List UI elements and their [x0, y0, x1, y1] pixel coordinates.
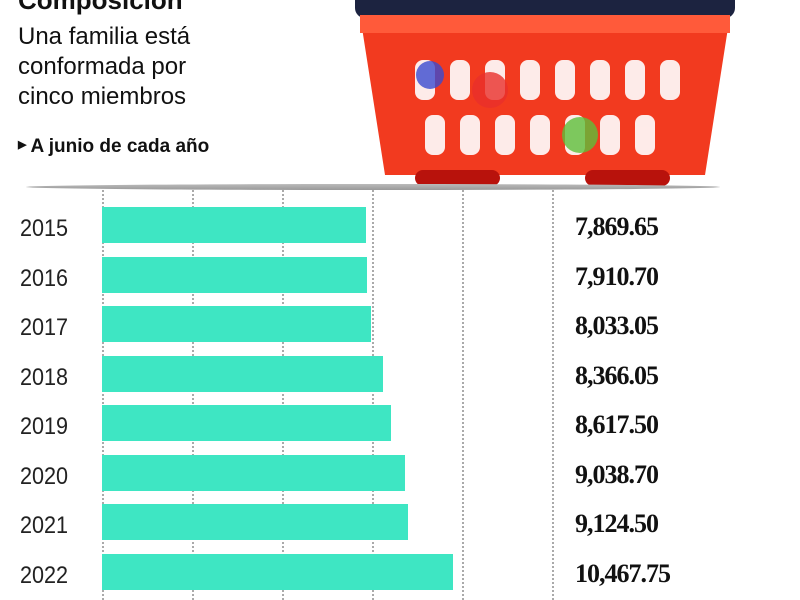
bar-2015: [102, 207, 366, 243]
category-label: 2022: [20, 561, 69, 589]
category-label: 2021: [20, 512, 69, 539]
bar-2018: [102, 355, 383, 392]
value-label: 8,033.05: [575, 311, 659, 340]
value-label: 9,124.50: [575, 509, 659, 538]
bar-2017: [102, 306, 372, 342]
value-label: 8,366.05: [575, 360, 659, 390]
gridline: [552, 190, 554, 600]
category-label: 2018: [20, 363, 69, 391]
bar-2019: [102, 405, 391, 441]
note-text: A junio de cada año: [30, 136, 210, 157]
bar-2016: [102, 256, 368, 293]
gridline: [102, 190, 104, 600]
category-label: 2016: [20, 264, 69, 292]
category-label: 2015: [20, 215, 69, 242]
chart-note: ▶ A junio de cada año: [18, 136, 209, 158]
category-label: 2019: [20, 413, 69, 440]
category-label: 2020: [20, 462, 69, 490]
value-label: 8,617.50: [575, 410, 659, 439]
triangle-icon: ▶: [18, 139, 27, 151]
gridline: [192, 190, 194, 600]
gridline: [462, 190, 464, 600]
axis-divider: [26, 184, 720, 190]
bar-2021: [102, 504, 408, 540]
value-label: 7,910.70: [575, 261, 659, 291]
bar-2022: [102, 553, 453, 590]
value-label: 10,467.75: [575, 558, 671, 588]
value-label: 9,038.70: [575, 459, 659, 489]
gridline: [372, 190, 374, 600]
value-label: 7,869.65: [575, 212, 659, 241]
gridline: [282, 190, 284, 600]
shopping-basket-illustration: [355, 0, 735, 186]
chart-title: Composición: [18, 0, 183, 15]
category-label: 2017: [20, 314, 69, 341]
chart-subtitle: Una familia está conformada por cinco mi…: [18, 23, 191, 110]
bar-2020: [102, 454, 406, 491]
